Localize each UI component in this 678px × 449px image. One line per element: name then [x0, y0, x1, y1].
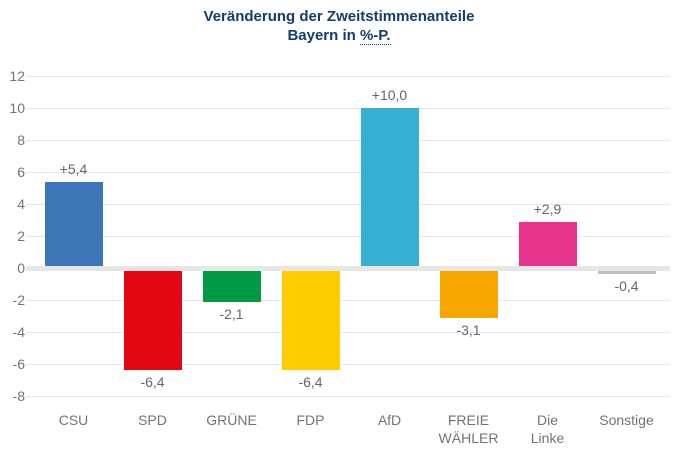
category-label-line: CSU [58, 412, 89, 428]
bar-sonstige[interactable] [597, 271, 656, 275]
category-label-grüne: GRÜNE [192, 411, 271, 429]
y-axis-tick-label: 10 [9, 100, 25, 116]
gridline [26, 300, 670, 301]
value-label-afd: +10,0 [371, 87, 408, 103]
category-label-die-linke: Die Linke [508, 411, 587, 447]
gridline [26, 396, 670, 397]
gridline [26, 108, 670, 109]
gridline [26, 76, 670, 77]
y-axis-tick-label: 2 [17, 228, 25, 244]
category-label-line: Die [536, 412, 558, 428]
category-label-line: FREIE [447, 412, 490, 428]
gridline [26, 364, 670, 365]
zero-baseline [26, 266, 670, 271]
y-axis-tick-label: 8 [17, 132, 25, 148]
chart-title: Veränderung der Zweitstimmenanteile Baye… [0, 7, 678, 45]
category-label-line: FDP [296, 412, 325, 428]
y-axis-tick-label: 4 [17, 196, 25, 212]
gridline [26, 204, 670, 205]
y-axis-tick-label: -6 [12, 356, 25, 372]
category-label-afd: AfD [350, 411, 429, 429]
category-label-line: AfD [377, 412, 402, 428]
bar-die-linke[interactable] [518, 221, 577, 266]
y-axis-tick-label: 6 [17, 164, 25, 180]
category-label-csu: CSU [34, 411, 113, 429]
chart-title-line1: Veränderung der Zweitstimmenanteile [203, 8, 475, 25]
value-label-csu: +5,4 [59, 160, 88, 177]
y-axis-tick-label: -8 [12, 388, 25, 404]
value-label-freie-wähler: -3,1 [456, 321, 481, 338]
value-label-fdp: -6,4 [298, 374, 323, 391]
bar-fdp[interactable] [281, 271, 340, 371]
category-label-spd: SPD [113, 411, 192, 429]
category-label-fdp: FDP [271, 411, 350, 429]
chart-subtitle-prefix: Bayern in [287, 27, 356, 44]
category-label-sonstige: Sonstige [587, 411, 666, 429]
chart-title-line2: Bayern in %-P. [0, 26, 678, 45]
percentage-points-abbr: %-P. [359, 27, 391, 45]
y-axis-tick-label: -2 [12, 292, 25, 308]
bar-csu[interactable] [44, 181, 103, 266]
y-axis-tick-label: 12 [9, 68, 25, 84]
gridline [26, 332, 670, 333]
value-label-sonstige: -0,4 [614, 278, 639, 295]
bar-freie-wähler[interactable] [439, 271, 498, 318]
category-label-line: Sonstige [599, 412, 654, 428]
gridline [26, 140, 670, 141]
gridline [26, 172, 670, 173]
y-axis-tick-label: -4 [12, 324, 25, 340]
value-label-die-linke: +2,9 [533, 200, 562, 217]
category-label-freie-wähler: FREIE WÄHLER [429, 411, 508, 447]
bar-grüne[interactable] [202, 271, 261, 302]
category-label-line: WÄHLER [438, 430, 499, 446]
category-label-line: SPD [138, 412, 167, 428]
category-label-line: Linke [530, 430, 565, 446]
value-label-grüne: -2,1 [219, 305, 244, 322]
y-axis-tick-label: 0 [17, 260, 25, 276]
value-label-spd: -6,4 [140, 374, 165, 391]
bar-spd[interactable] [123, 271, 182, 371]
gridline [26, 236, 670, 237]
category-label-line: GRÜNE [206, 412, 257, 428]
bar-afd[interactable] [360, 108, 419, 266]
